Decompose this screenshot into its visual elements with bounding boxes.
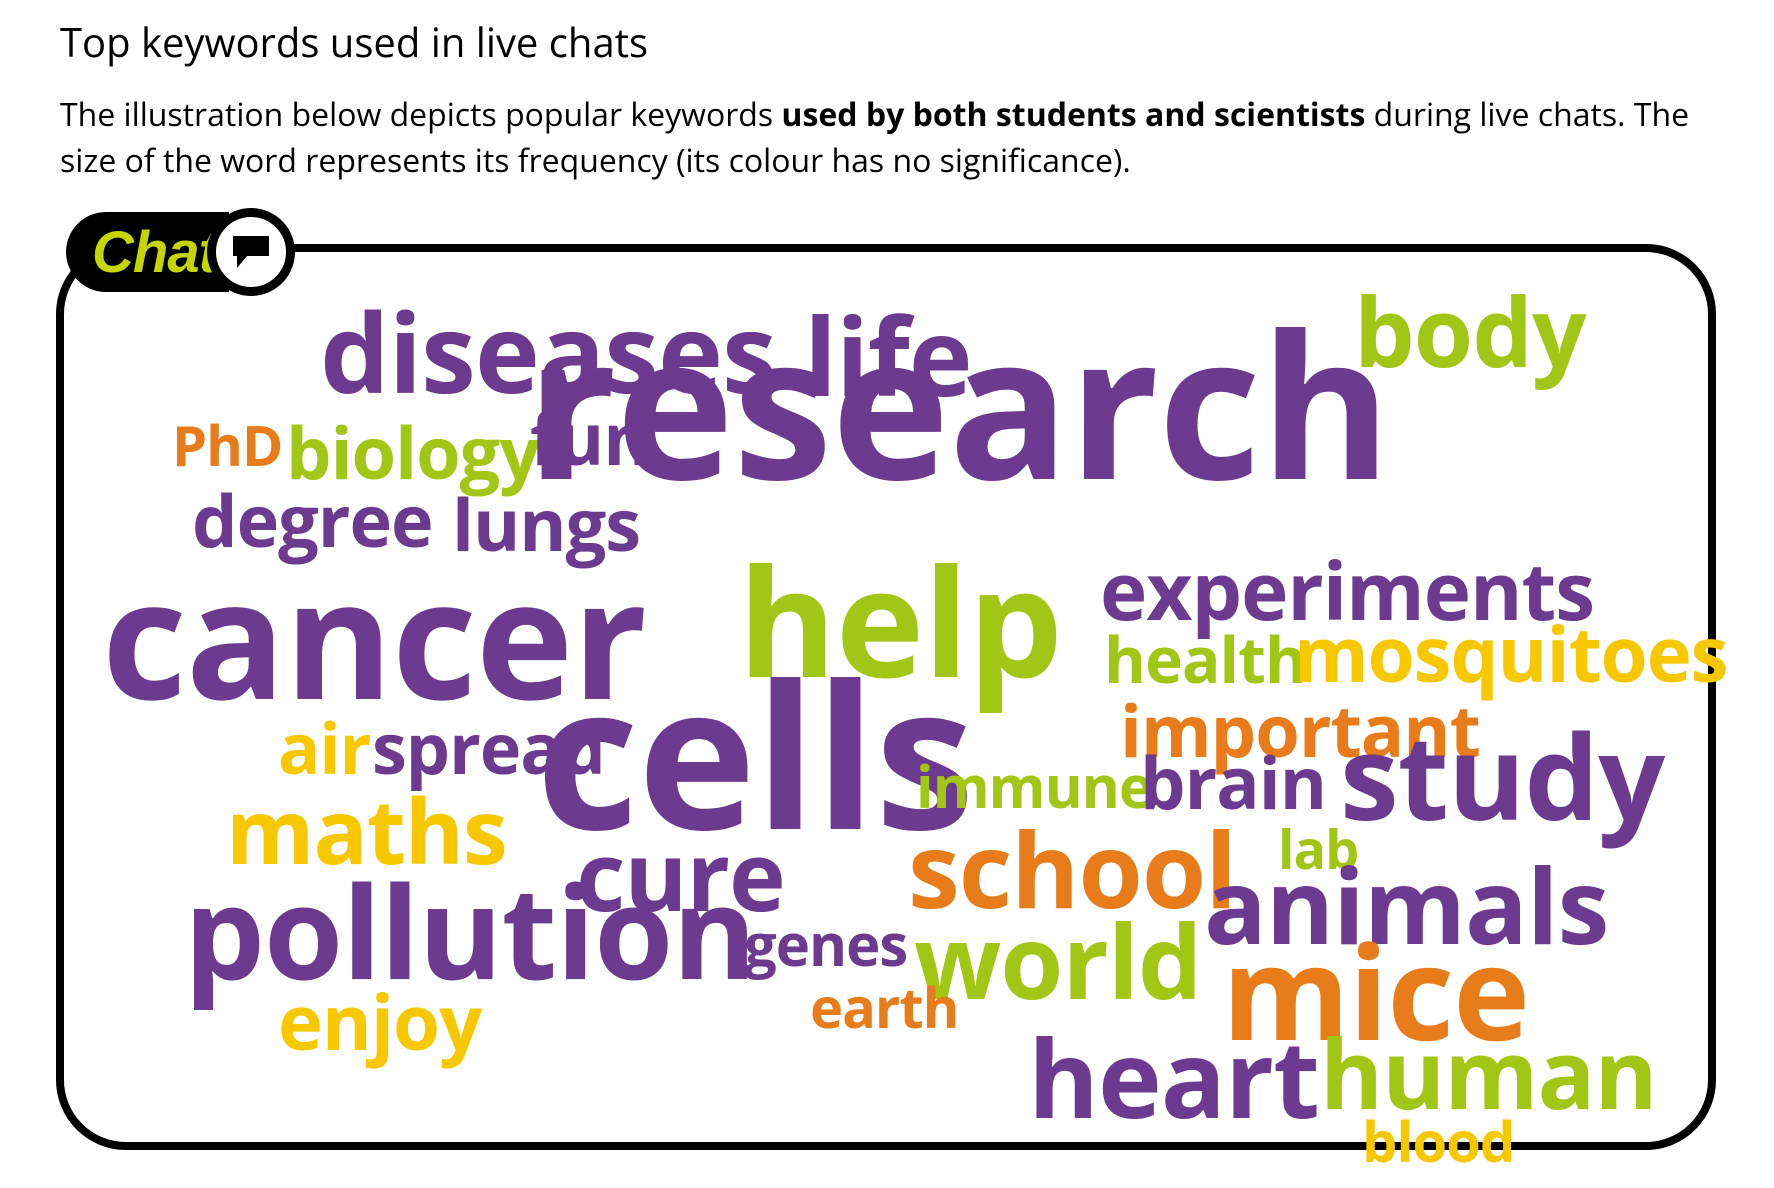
word-diseases: diseases [320, 302, 776, 401]
description-pre: The illustration below depicts popular k… [60, 93, 781, 136]
word-genes: genes [744, 918, 907, 970]
word-body: body [1354, 288, 1586, 374]
word-fun: fun [530, 406, 650, 471]
page-title: Top keywords used in live chats [60, 14, 648, 69]
speech-bubble-icon [229, 232, 273, 272]
chat-badge-label: Chat [92, 219, 217, 286]
word-earth: earth [810, 982, 958, 1032]
word-study: study [1340, 722, 1664, 828]
wordcloud-container: researchdiseaseslifebodyPhDbiologyfundeg… [56, 244, 1716, 1150]
chat-bubble-icon [207, 208, 295, 296]
word-blood: blood [1362, 1116, 1514, 1166]
word-phd: PhD [172, 420, 282, 470]
word-heart: heart [1028, 1028, 1319, 1125]
word-health: health [1104, 630, 1306, 688]
word-life: life [804, 306, 972, 403]
description-paragraph: The illustration below depicts popular k… [60, 92, 1720, 185]
wordcloud: researchdiseaseslifebodyPhDbiologyfundeg… [64, 252, 1708, 1142]
chat-badge: Chat [66, 210, 295, 294]
page-root: Top keywords used in live chats The illu… [0, 0, 1774, 1188]
description-bold: used by both students and scientists [781, 93, 1365, 136]
word-mosquitoes: mosquitoes [1294, 620, 1727, 688]
word-enjoy: enjoy [278, 988, 481, 1056]
chat-badge-pill: Chat [66, 212, 229, 292]
